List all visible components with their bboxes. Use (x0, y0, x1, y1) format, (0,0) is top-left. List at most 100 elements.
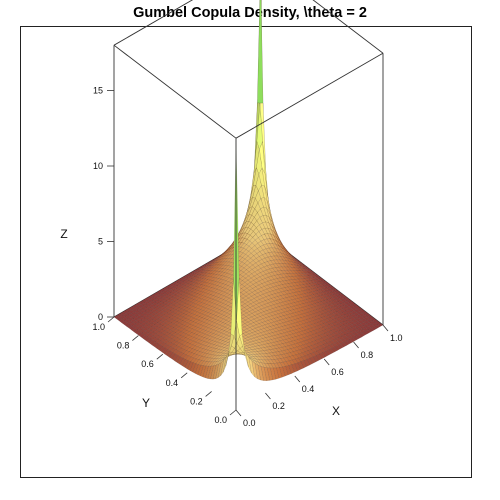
surface-facet (256, 316, 263, 321)
surface-facet (181, 306, 188, 311)
surface-facet (213, 292, 220, 297)
surface-facet (297, 361, 304, 370)
surface-facet (369, 320, 376, 325)
surface-facet (263, 346, 271, 351)
surface-facet (181, 309, 188, 314)
surface-facet (274, 337, 281, 342)
surface-facet (277, 252, 284, 258)
surface-facet (290, 289, 297, 293)
surface-facet (293, 285, 300, 289)
plot-frame (20, 26, 472, 478)
surface-facet (285, 338, 292, 343)
surface-facet (205, 366, 212, 379)
surface-facet (210, 291, 217, 296)
surface-facet (211, 257, 218, 261)
surface-facet (181, 345, 188, 350)
surface-facet (206, 279, 214, 284)
box-edge (312, 0, 384, 54)
surface-facet (295, 335, 302, 340)
surface-facet (291, 319, 298, 324)
surface-facet (270, 321, 277, 326)
surface-facet (214, 264, 221, 269)
surface-facet (315, 296, 322, 300)
surface-facet (272, 351, 279, 356)
surface-facet (276, 323, 283, 328)
surface-facet (299, 307, 306, 311)
surface-facet (304, 292, 311, 297)
box-edge (113, 44, 237, 139)
surface-facet (286, 313, 293, 318)
surface-facet (322, 309, 329, 314)
y-tick-label: 0.2 (190, 396, 203, 406)
surface-facet (269, 332, 276, 337)
surface-facet (292, 258, 299, 263)
surface-facet (178, 324, 186, 329)
surface-facet (271, 314, 278, 319)
surface-facet (182, 299, 189, 304)
surface-facet (213, 330, 220, 335)
surface-facet (273, 324, 280, 329)
surface-facet (211, 288, 218, 293)
surface-facet (279, 242, 286, 250)
surface-facet (293, 346, 300, 351)
surface-facet (275, 310, 282, 315)
surface-facet (289, 333, 296, 338)
surface-facet (275, 351, 282, 356)
surface-facet (326, 321, 333, 325)
surface-facet (263, 367, 270, 381)
surface-facet (215, 359, 223, 366)
surface-facet (266, 346, 274, 350)
surface-facet (255, 358, 262, 364)
x-tick-label: 0.4 (302, 384, 315, 394)
surface-facet (294, 264, 301, 269)
surface-facet (156, 308, 163, 313)
surface-facet (318, 352, 326, 360)
surface-facet (321, 316, 328, 321)
surface-facet (268, 217, 275, 230)
surface-mesh (113, 0, 384, 381)
surface-facet (185, 360, 191, 370)
surface-facet (330, 309, 337, 314)
surface-facet (240, 272, 247, 277)
surface-facet (225, 321, 232, 326)
surface-facet (206, 354, 214, 359)
surface-facet (361, 331, 368, 336)
surface-facet (301, 355, 308, 361)
surface-facet (284, 249, 291, 256)
surface-facet (366, 318, 373, 323)
surface-facet (146, 302, 153, 307)
surface-facet (292, 350, 300, 355)
surface-facet (216, 286, 223, 291)
surface-facet (323, 322, 330, 327)
surface-facet (284, 270, 291, 274)
surface-facet (197, 272, 205, 276)
surface-facet (210, 260, 217, 264)
surface-facet (223, 312, 230, 317)
surface-facet (219, 355, 226, 359)
surface-facet (140, 325, 147, 330)
surface-facet (208, 358, 216, 363)
surface-facet (146, 298, 154, 303)
surface-facet (291, 261, 299, 266)
surface-facet (247, 277, 254, 283)
surface-facet (325, 328, 332, 333)
surface-facet (160, 342, 167, 347)
surface-facet (279, 240, 286, 249)
surface-facet (316, 289, 323, 294)
surface-facet (371, 326, 378, 331)
surface-facet (222, 249, 229, 255)
surface-facet (288, 263, 295, 268)
surface-facet (291, 340, 298, 345)
surface-facet (316, 345, 324, 351)
surface-facet (230, 277, 237, 337)
surface-facet (190, 337, 197, 342)
surface-facet (268, 222, 275, 233)
surface-facet (273, 303, 280, 308)
surface-facet (282, 256, 290, 262)
surface-facet (225, 298, 232, 303)
surface-facet (212, 363, 219, 380)
surface-facet (256, 256, 263, 262)
surface-facet (314, 339, 322, 344)
surface-facet (144, 312, 151, 317)
